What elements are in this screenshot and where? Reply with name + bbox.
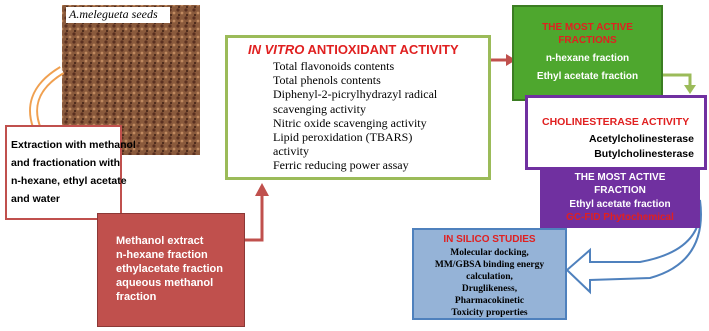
text: fraction — [116, 291, 157, 303]
title: THE MOST ACTIVE — [574, 172, 666, 183]
text: Molecular docking, — [450, 248, 529, 258]
title: FRACTIONS — [558, 35, 617, 46]
title-italic: IN VITRO — [248, 42, 305, 57]
title: IN SILICO STUDIES — [443, 234, 536, 245]
text: aqueous methanol — [116, 277, 214, 289]
arrow — [663, 73, 692, 88]
text: Pharmacokinetic — [454, 296, 525, 306]
fractions-box: Methanol extract n-hexane fraction ethyl… — [97, 213, 245, 327]
text: Total phenols contents — [273, 73, 381, 88]
text: Ferric reducing power assay — [273, 158, 409, 173]
text: scavenging activity — [273, 101, 366, 116]
arrow — [565, 199, 702, 295]
text: and fractionation with — [11, 157, 121, 169]
text: GC-FID Phytochemical — [566, 211, 674, 223]
arrow-head — [506, 54, 516, 66]
in-silico-box: IN SILICO STUDIES Molecular docking, MM/… — [412, 228, 567, 320]
text: n-hexane, ethyl acetate — [11, 175, 127, 187]
antioxidant-box: IN VITRO ANTIOXIDANT ACTIVITY Total flav… — [225, 35, 491, 180]
arrow — [245, 195, 264, 242]
text: n-hexane fraction — [116, 249, 208, 261]
title: THE MOST ACTIVE — [542, 22, 633, 33]
text: Diphenyl-2-picrylhydrazyl radical — [273, 87, 438, 102]
most-active-box: THE MOST ACTIVE FRACTION Ethyl acetate f… — [540, 168, 700, 228]
text: calculation, — [466, 272, 513, 282]
text: and water — [11, 193, 61, 205]
text: MM/GBSA binding energy — [434, 260, 545, 270]
text: Acetylcholinesterase — [588, 133, 694, 145]
text: n-hexane fraction — [545, 53, 630, 64]
text: Butylcholinesterase — [594, 148, 694, 160]
arrow-head — [684, 85, 696, 94]
photo-label: A.melegueta seeds — [66, 7, 170, 23]
extraction-box: Extraction with methanol and fractionati… — [5, 125, 136, 220]
text: Ethyl acetate fraction — [569, 199, 671, 210]
list: Total flavonoids contents Total phenols … — [248, 59, 488, 173]
title: IN VITRO ANTIOXIDANT ACTIVITY — [248, 42, 488, 57]
text: Methanol extract — [116, 235, 204, 247]
title: CHOLINESTERASE ACTIVITY — [542, 116, 690, 128]
title-rest: ANTIOXIDANT ACTIVITY — [307, 42, 459, 57]
text: Ethyl acetate fraction — [536, 71, 639, 82]
text: Lipid peroxidation (TBARS) — [273, 130, 413, 145]
text: Druglikeness, — [461, 284, 518, 294]
title: FRACTION — [594, 184, 646, 196]
text: Extraction with methanol — [11, 139, 136, 151]
text: Nitric oxide scavenging activity — [273, 115, 427, 130]
text: Total flavonoids contents — [273, 59, 395, 73]
label: A.melegueta seeds — [69, 7, 158, 21]
text: Toxicity properties — [451, 308, 528, 318]
arrow-head — [255, 183, 269, 196]
text: ethylacetate fraction — [116, 263, 223, 275]
active-fractions-box: THE MOST ACTIVE FRACTIONS n-hexane fract… — [512, 5, 663, 101]
text: activity — [273, 144, 309, 159]
cholinesterase-box: CHOLINESTERASE ACTIVITY Acetylcholineste… — [525, 95, 707, 170]
